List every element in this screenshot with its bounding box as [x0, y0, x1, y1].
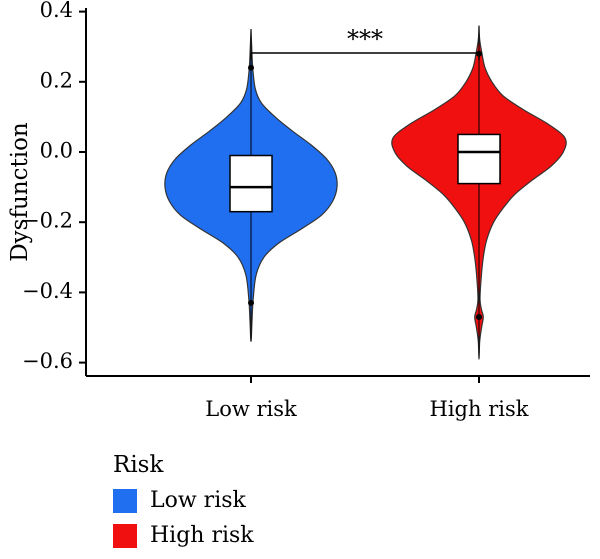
legend-label: Low risk [150, 488, 247, 513]
box [229, 154, 273, 213]
legend-title: Risk [113, 452, 164, 478]
y-tick-label: −0.4 [22, 279, 73, 303]
legend-swatch [113, 489, 137, 513]
outlier-point [248, 299, 254, 306]
legend: Risk Low risk High risk [113, 452, 254, 548]
box [457, 133, 501, 185]
violin-low-risk [164, 29, 338, 343]
x-tick-label: High risk [430, 397, 529, 421]
y-tick-label: −0.6 [22, 349, 73, 373]
y-tick-label: 0.4 [40, 0, 73, 22]
y-tick-label: 0.2 [40, 68, 73, 92]
y-tick-label: 0.0 [40, 139, 73, 163]
plot-area: *** [164, 25, 567, 360]
y-tick-label: −0.2 [22, 209, 73, 233]
legend-swatch [113, 524, 137, 548]
significance-label: *** [347, 25, 383, 53]
legend-label: High risk [150, 523, 254, 548]
outlier-point [476, 313, 482, 320]
outlier-point [248, 64, 254, 71]
y-axis-title: Dysfunction [7, 122, 33, 262]
x-tick-label: Low risk [205, 397, 297, 421]
axes: 0.4 0.2 0.0 −0.2 −0.4 −0.6 Low risk High risk [22, 0, 590, 421]
violin-high-risk [391, 25, 567, 360]
